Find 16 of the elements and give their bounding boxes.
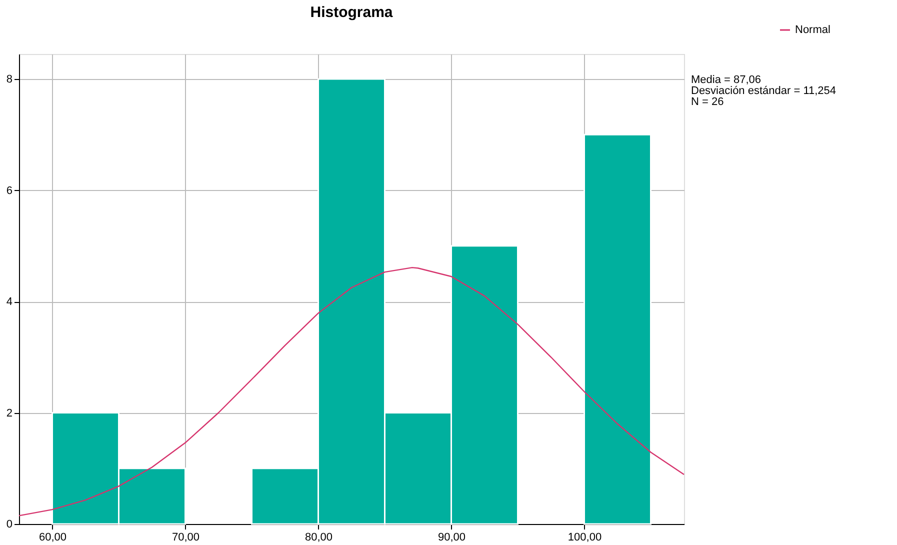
y-tick-label: 8 [6,74,12,86]
text: N = 26 [691,96,724,108]
y-tick-label: 2 [6,407,12,420]
y-tick-label: 6 [6,184,12,197]
y-tick-label: 0 [6,518,12,530]
text: Media = 87,06 [691,74,762,86]
x-tick-label: 80,00 [304,532,333,544]
text: Desviación estándar = 11,254 [691,85,836,97]
chart-title: Histograma [310,4,394,21]
line-series [18,266,685,516]
y-tick-label: 4 [6,296,12,308]
legend-label: Normal [795,24,830,36]
x-tick-label: 60,00 [38,532,67,544]
x-tick-label: 90,00 [438,532,466,544]
x-tick-label: 100,00 [568,532,602,544]
x-tick-label: 70,00 [172,532,200,544]
